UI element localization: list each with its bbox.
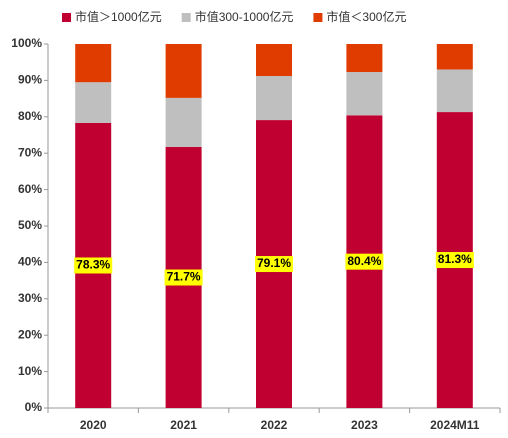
legend-swatch bbox=[62, 13, 71, 22]
legend-swatch bbox=[181, 13, 191, 22]
bar-segment bbox=[436, 69, 473, 113]
y-tick-label: 20% bbox=[18, 327, 42, 341]
legend-label: 市值＞1000亿元 bbox=[75, 9, 162, 24]
bar-segment bbox=[256, 44, 292, 77]
legend-swatch bbox=[313, 13, 323, 22]
bar-segment bbox=[346, 44, 383, 73]
value-label-bg bbox=[164, 269, 203, 286]
value-label: 81.3% bbox=[438, 252, 472, 266]
value-label-bg bbox=[74, 257, 113, 274]
value-label: 78.3% bbox=[76, 258, 110, 272]
value-label-bg bbox=[435, 252, 474, 269]
bar-segment bbox=[165, 44, 202, 98]
x-tick-label: 2021 bbox=[170, 418, 197, 432]
bar-segment bbox=[165, 97, 202, 148]
x-tick-label: 2023 bbox=[351, 418, 378, 432]
y-tick-label: 80% bbox=[18, 109, 42, 123]
value-label: 79.1% bbox=[257, 256, 291, 270]
legend-label: 市值300-1000亿元 bbox=[195, 9, 294, 24]
y-tick-label: 10% bbox=[18, 364, 42, 378]
bar-segment bbox=[436, 44, 473, 70]
value-label: 80.4% bbox=[347, 254, 381, 268]
value-label: 71.7% bbox=[167, 270, 201, 284]
y-tick-label: 0% bbox=[25, 400, 43, 414]
bar-segment bbox=[346, 72, 383, 116]
y-tick-label: 90% bbox=[18, 73, 42, 87]
bar-segment bbox=[256, 76, 292, 121]
y-tick-label: 30% bbox=[18, 291, 42, 305]
bar-segment bbox=[75, 82, 112, 123]
y-tick-label: 50% bbox=[18, 218, 42, 232]
x-tick-label: 2020 bbox=[80, 418, 107, 432]
x-tick-label: 2022 bbox=[261, 418, 288, 432]
y-tick-label: 100% bbox=[11, 36, 42, 50]
y-tick-label: 40% bbox=[18, 255, 42, 269]
value-label-bg bbox=[345, 253, 384, 270]
y-tick-label: 60% bbox=[18, 182, 42, 196]
bar-segment bbox=[75, 44, 112, 83]
x-tick-label: 2024M11 bbox=[430, 418, 480, 432]
y-tick-label: 70% bbox=[18, 145, 42, 159]
legend-label: 市值＜300亿元 bbox=[326, 9, 406, 24]
value-label-bg bbox=[254, 256, 294, 273]
